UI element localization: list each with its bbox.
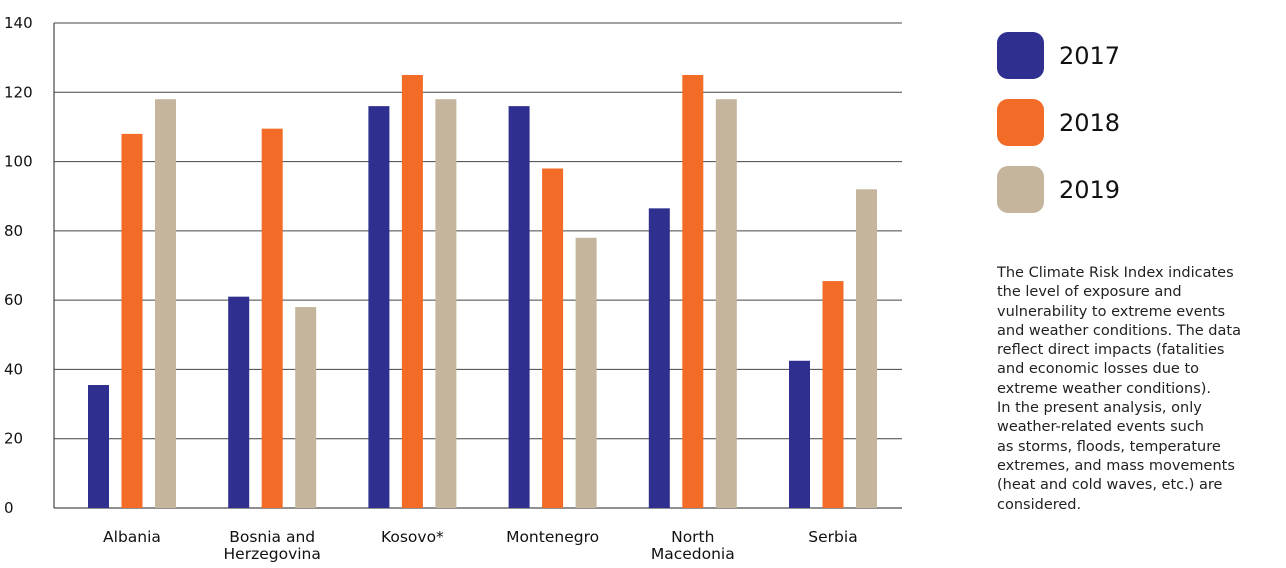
y-tick-label: 100 — [4, 153, 33, 171]
x-axis-labels: Albania Bosnia and Herzegovina Kosovo* Monte… — [103, 528, 858, 563]
legend-label-2019: 2019 — [1059, 176, 1120, 204]
bar-2017-2 — [368, 106, 390, 509]
bar-2019-2 — [435, 99, 457, 508]
legend-swatch-2017 — [997, 32, 1044, 79]
y-axis-ticks: 0 20 40 60 80 100 120 140 — [4, 14, 33, 517]
y-tick-label: 0 — [4, 499, 14, 517]
bar-2017-3 — [508, 106, 530, 509]
x-category-label: Bosnia and Herzegovina — [224, 528, 321, 563]
x-category-label: North Macedonia — [651, 528, 735, 563]
x-category-label: Albania — [103, 528, 161, 546]
bar-2018-4 — [682, 74, 704, 508]
bar-2017-4 — [648, 208, 670, 508]
chart-note: The Climate Risk Index indicates the lev… — [997, 265, 1241, 513]
bar-2017-5 — [789, 360, 810, 508]
y-tick-label: 120 — [4, 83, 33, 101]
legend-swatch-2018 — [997, 99, 1044, 146]
bar-2017-0 — [88, 385, 109, 508]
x-category-label: Serbia — [808, 528, 857, 546]
y-tick-label: 60 — [4, 291, 23, 309]
legend-label-2017: 2017 — [1059, 42, 1120, 70]
gridlines — [53, 22, 902, 509]
bar-2018-1 — [261, 128, 283, 509]
legend-swatch-2019 — [997, 166, 1044, 213]
bar-2018-5 — [822, 281, 844, 508]
legend-label-2018: 2018 — [1059, 109, 1120, 137]
bar-2017-1 — [228, 296, 250, 508]
bar-2018-0 — [121, 133, 143, 508]
bar-2019-4 — [715, 99, 737, 508]
bar-2018-3 — [542, 168, 564, 508]
y-tick-label: 140 — [4, 14, 33, 32]
x-category-label: Montenegro — [506, 528, 599, 546]
y-tick-label: 80 — [4, 222, 23, 240]
bars — [88, 74, 877, 509]
x-category-label: Kosovo* — [381, 528, 444, 546]
y-tick-label: 40 — [4, 360, 23, 378]
bar-2019-1 — [295, 307, 317, 508]
bar-2019-3 — [575, 237, 597, 509]
bar-2018-2 — [401, 74, 423, 508]
legend: 2017 2018 2019 — [997, 32, 1120, 213]
bar-2019-0 — [155, 99, 176, 508]
bar-2019-5 — [856, 189, 877, 509]
y-tick-label: 20 — [4, 430, 23, 448]
